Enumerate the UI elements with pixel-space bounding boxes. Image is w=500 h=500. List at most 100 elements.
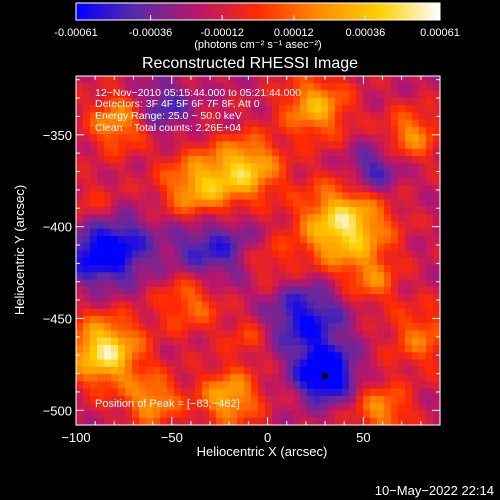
heatmap-cell bbox=[272, 97, 280, 106]
heatmap-cell bbox=[377, 403, 385, 412]
heatmap-cell bbox=[286, 250, 294, 259]
heatmap-cell bbox=[328, 206, 336, 215]
heatmap-cell bbox=[321, 272, 329, 281]
heatmap-cell bbox=[132, 395, 140, 404]
heatmap-cell bbox=[405, 323, 413, 332]
heatmap-cell bbox=[279, 105, 287, 113]
heatmap-cell bbox=[405, 112, 413, 121]
heatmap-cell bbox=[398, 105, 406, 113]
heatmap-cell bbox=[237, 286, 245, 295]
heatmap-cell bbox=[195, 170, 203, 179]
heatmap-cell bbox=[384, 308, 392, 317]
heatmap-cell bbox=[342, 345, 350, 353]
heatmap-cell bbox=[83, 170, 91, 179]
heatmap-cell bbox=[83, 76, 91, 84]
heatmap-cell bbox=[104, 141, 112, 150]
heatmap-cell bbox=[356, 352, 364, 361]
heatmap-cell bbox=[90, 410, 98, 419]
heatmap-cell bbox=[153, 141, 161, 150]
heatmap-cell bbox=[314, 374, 322, 382]
heatmap-cell bbox=[139, 235, 147, 244]
heatmap-cell bbox=[300, 388, 308, 397]
heatmap-cell bbox=[76, 126, 84, 135]
heatmap-cell bbox=[384, 257, 392, 266]
heatmap-cell bbox=[335, 126, 343, 135]
heatmap-cell bbox=[153, 90, 161, 99]
heatmap-cell bbox=[258, 97, 266, 106]
heatmap-cell bbox=[125, 126, 133, 135]
heatmap-cell bbox=[335, 112, 343, 121]
heatmap-cell bbox=[328, 345, 336, 353]
heatmap-cell bbox=[223, 206, 231, 215]
heatmap-cell bbox=[181, 345, 189, 353]
heatmap-cell bbox=[279, 410, 287, 419]
heatmap-cell bbox=[265, 374, 273, 382]
heatmap-cell bbox=[286, 243, 294, 252]
heatmap-cell bbox=[314, 185, 322, 193]
heatmap-cell bbox=[216, 265, 224, 273]
heatmap-cell bbox=[174, 345, 182, 353]
heatmap-cell bbox=[370, 323, 378, 332]
heatmap-cell bbox=[188, 134, 196, 143]
heatmap-cell bbox=[223, 403, 231, 412]
heatmap-cell bbox=[356, 170, 364, 179]
heatmap-cell bbox=[391, 374, 399, 382]
heatmap-cell bbox=[251, 352, 259, 361]
heatmap-cell bbox=[104, 199, 112, 208]
heatmap-cell bbox=[202, 388, 210, 397]
heatmap-cell bbox=[412, 337, 420, 346]
heatmap-cell bbox=[167, 235, 175, 244]
heatmap-cell bbox=[132, 192, 140, 201]
heatmap-cell bbox=[349, 388, 357, 397]
heatmap-cell bbox=[104, 294, 112, 302]
heatmap-cell bbox=[419, 148, 427, 157]
heatmap-cell bbox=[286, 185, 294, 193]
heatmap-cell bbox=[132, 308, 140, 317]
heatmap-cell bbox=[104, 228, 112, 237]
heatmap-cell bbox=[230, 381, 238, 390]
heatmap-cell bbox=[174, 374, 182, 382]
heatmap-cell bbox=[391, 170, 399, 179]
heatmap-cell bbox=[405, 126, 413, 135]
heatmap-cell bbox=[188, 272, 196, 281]
heatmap-cell bbox=[398, 97, 406, 106]
heatmap-cell bbox=[384, 134, 392, 143]
heatmap-cell bbox=[174, 112, 182, 121]
heatmap-cell bbox=[272, 83, 280, 92]
heatmap-cell bbox=[279, 381, 287, 390]
heatmap-cell bbox=[342, 352, 350, 361]
heatmap-cell bbox=[412, 403, 420, 412]
heatmap-cell bbox=[286, 272, 294, 281]
heatmap-cell bbox=[258, 301, 266, 310]
heatmap-cell bbox=[321, 97, 329, 106]
heatmap-cell bbox=[83, 417, 91, 426]
heatmap-cell bbox=[97, 323, 105, 332]
heatmap-cell bbox=[76, 366, 84, 375]
heatmap-cell bbox=[97, 250, 105, 259]
heatmap-cell bbox=[405, 250, 413, 259]
heatmap-cell bbox=[398, 388, 406, 397]
heatmap-cell bbox=[384, 403, 392, 412]
heatmap-cell bbox=[293, 272, 301, 281]
heatmap-cell bbox=[160, 257, 168, 266]
heatmap-cell bbox=[97, 185, 105, 193]
heatmap-cell bbox=[181, 112, 189, 121]
heatmap-cell bbox=[76, 243, 84, 252]
heatmap-cell bbox=[230, 388, 238, 397]
heatmap-cell bbox=[97, 395, 105, 404]
heatmap-cell bbox=[244, 330, 252, 339]
heatmap-cell bbox=[286, 97, 294, 106]
heatmap-cell bbox=[286, 301, 294, 310]
heatmap-cell bbox=[300, 97, 308, 106]
heatmap-cell bbox=[342, 381, 350, 390]
heatmap-cell bbox=[377, 337, 385, 346]
heatmap-cell bbox=[181, 366, 189, 375]
heatmap-cell bbox=[272, 177, 280, 186]
heatmap-cell bbox=[279, 90, 287, 99]
heatmap-cell bbox=[363, 243, 371, 252]
heatmap-cell bbox=[412, 315, 420, 324]
heatmap-cell bbox=[293, 119, 301, 128]
heatmap-cell bbox=[293, 170, 301, 179]
heatmap-cell bbox=[300, 119, 308, 128]
heatmap-cell bbox=[391, 90, 399, 99]
